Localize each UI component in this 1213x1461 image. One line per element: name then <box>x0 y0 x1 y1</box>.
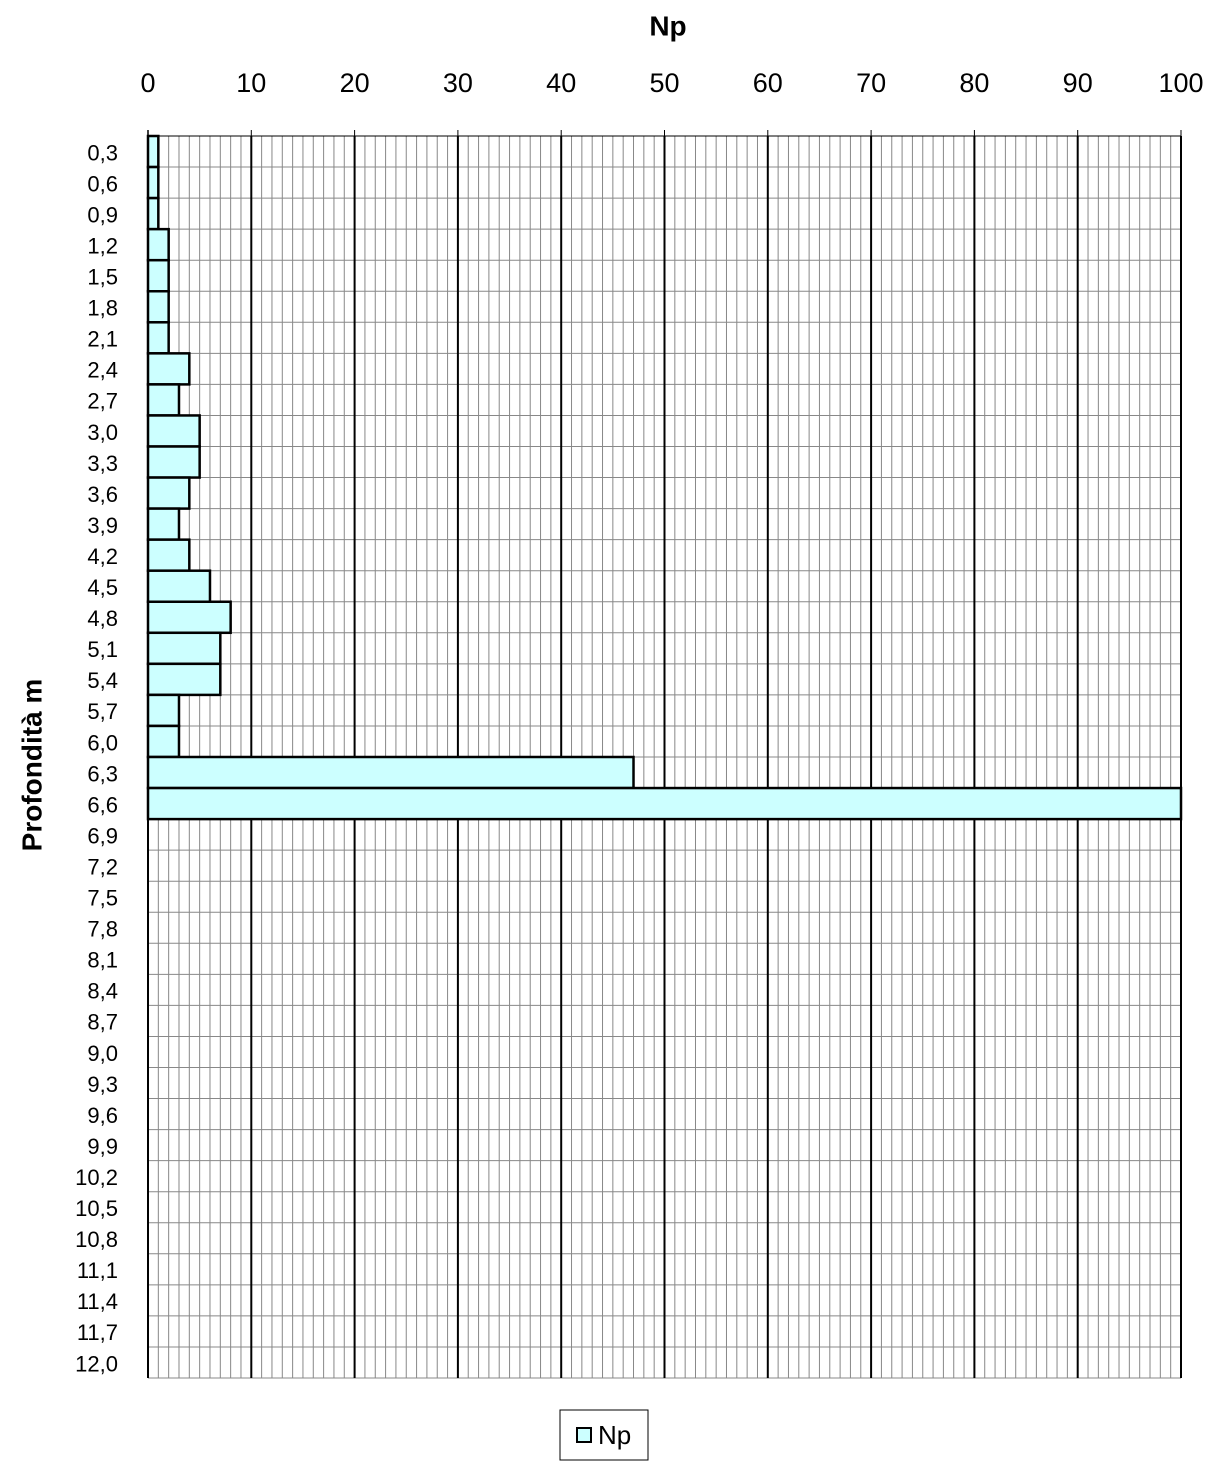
x-tick-label: 80 <box>959 68 989 98</box>
bar <box>146 414 201 448</box>
y-tick-label: 3,3 <box>87 451 118 476</box>
y-tick-label: 6,0 <box>87 730 118 755</box>
x-tick-label: 60 <box>753 68 783 98</box>
y-tick-label: 9,3 <box>87 1072 118 1097</box>
y-tick-label: 5,4 <box>87 668 118 693</box>
bar <box>146 258 170 293</box>
y-tick-label: 1,2 <box>87 233 118 258</box>
y-tick-label: 9,9 <box>87 1134 118 1159</box>
x-tick-label: 30 <box>443 68 473 98</box>
bar <box>146 134 160 169</box>
y-tick-label: 9,0 <box>87 1041 118 1066</box>
bar <box>146 476 191 510</box>
legend-label: Np <box>598 1420 631 1450</box>
y-tick-label: 0,6 <box>87 171 118 196</box>
y-tick-label: 2,4 <box>87 358 118 383</box>
y-tick-label: 3,6 <box>87 482 118 507</box>
y-tick-label: 7,5 <box>87 886 118 911</box>
bar <box>146 507 181 541</box>
y-tick-label: 0,9 <box>87 202 118 227</box>
y-tick-label: 6,9 <box>87 823 118 848</box>
y-tick-label: 3,0 <box>87 420 118 445</box>
bar <box>146 662 222 697</box>
x-tick-label: 40 <box>546 68 576 98</box>
y-tick-label: 11,7 <box>77 1320 118 1345</box>
legend-box <box>559 1409 649 1461</box>
y-tick-label: 4,5 <box>87 575 118 600</box>
y-tick-label: 1,5 <box>87 265 118 290</box>
y-tick-label: 4,2 <box>87 544 118 569</box>
x-tick-label: 10 <box>236 68 266 98</box>
y-tick-label: 12,0 <box>75 1351 118 1376</box>
y-tick-label: 9,6 <box>87 1103 118 1128</box>
bar <box>146 227 170 262</box>
bar <box>146 165 160 200</box>
bar <box>146 538 191 572</box>
y-tick-label: 10,2 <box>75 1165 118 1190</box>
y-tick-label: 10,8 <box>75 1227 118 1252</box>
y-tick-label: 5,7 <box>87 699 118 724</box>
y-tick-label: 10,5 <box>75 1196 118 1221</box>
legend-swatch <box>576 1427 592 1443</box>
y-tick-label: 5,1 <box>87 637 118 662</box>
y-tick-label: 11,1 <box>77 1258 118 1283</box>
y-tick-label: 8,4 <box>87 979 118 1004</box>
x-tick-label: 70 <box>856 68 886 98</box>
y-tick-label: 11,4 <box>77 1289 118 1314</box>
y-tick-label: 6,3 <box>87 761 118 786</box>
y-tick-label: 7,2 <box>87 854 118 879</box>
y-tick-label: 6,6 <box>87 792 118 817</box>
bar <box>146 631 222 666</box>
y-tick-label: 8,1 <box>87 948 118 973</box>
y-tick-label: 4,8 <box>87 606 118 631</box>
y-tick-label: 3,9 <box>87 513 118 538</box>
x-tick-label: 100 <box>1158 68 1203 98</box>
y-tick-label: 7,8 <box>87 917 118 942</box>
x-tick-label: 50 <box>649 68 679 98</box>
y-tick-label: 8,7 <box>87 1010 118 1035</box>
y-tick-label: 1,8 <box>87 296 118 321</box>
bar <box>146 352 191 386</box>
bar <box>146 569 212 604</box>
x-tick-label: 0 <box>140 68 155 98</box>
y-tick-label: 0,3 <box>87 140 118 165</box>
x-axis-title: Np <box>649 10 686 41</box>
bar <box>146 724 181 759</box>
bar <box>146 321 170 355</box>
bar <box>146 383 181 417</box>
x-tick-label: 20 <box>340 68 370 98</box>
bar <box>146 786 1183 821</box>
bar <box>146 600 232 635</box>
bar <box>146 445 201 479</box>
y-tick-label: 2,7 <box>87 389 118 414</box>
y-axis-title: Profondità m <box>16 679 47 852</box>
y-tick-label: 2,1 <box>87 327 118 352</box>
bar <box>146 755 635 790</box>
bar <box>146 196 160 231</box>
bar <box>146 290 170 324</box>
x-tick-label: 90 <box>1063 68 1093 98</box>
bar <box>146 693 181 728</box>
